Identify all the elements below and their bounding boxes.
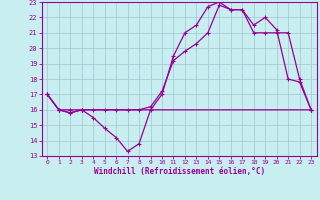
X-axis label: Windchill (Refroidissement éolien,°C): Windchill (Refroidissement éolien,°C) xyxy=(94,167,265,176)
